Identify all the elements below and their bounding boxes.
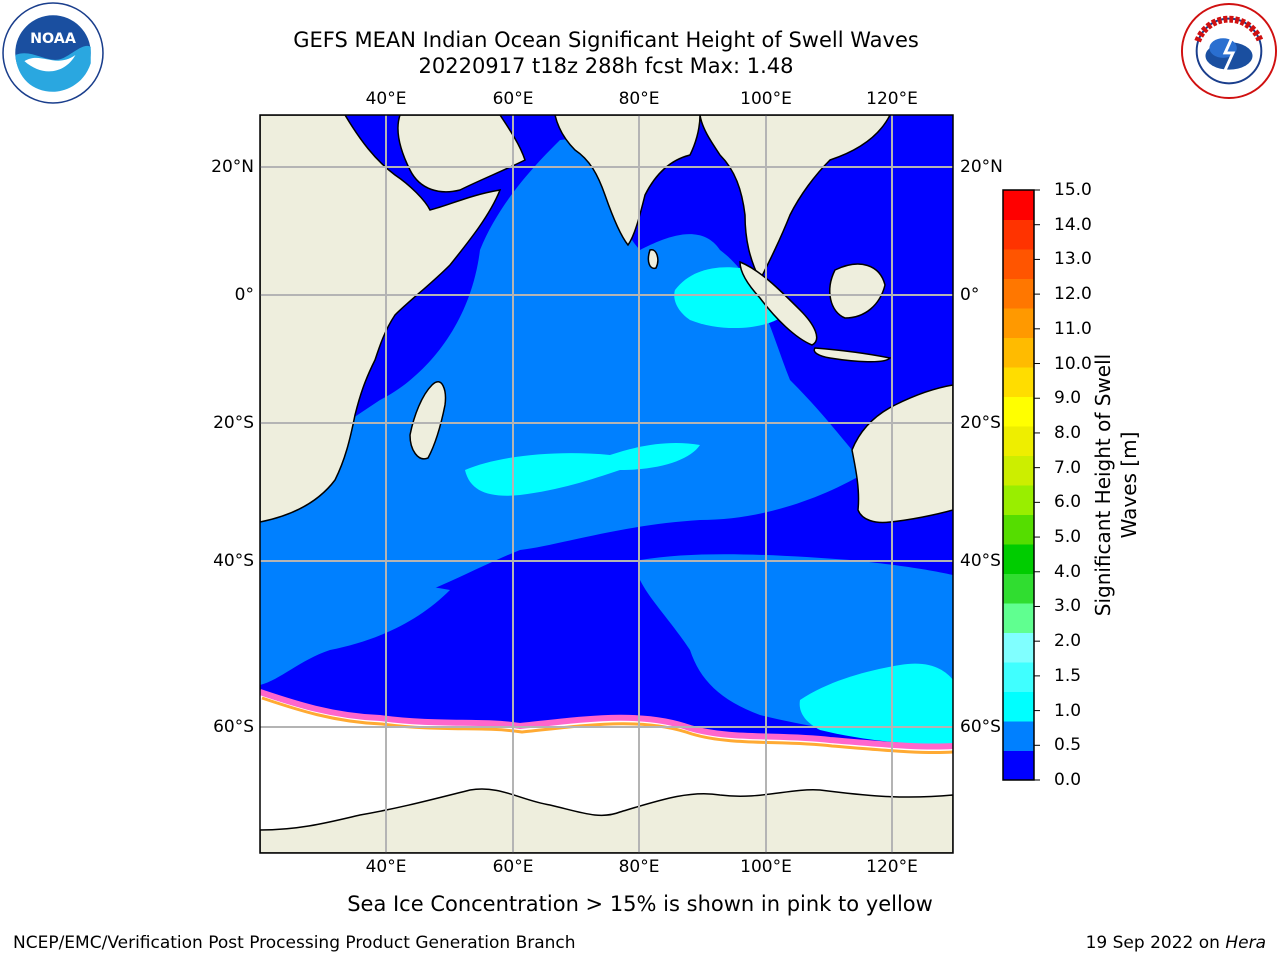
sea-ice-edge-pink — [260, 689, 953, 750]
lat-label-left-5: 60°S — [213, 717, 254, 737]
lon-label-bottom-3: 80°E — [618, 857, 660, 877]
colorbar-swatch-18 — [1003, 249, 1034, 279]
colorbar-label: Significant Height of Swell Waves [m] — [1091, 353, 1141, 617]
colorbar-tick-label-16: 13.0 — [1054, 249, 1092, 270]
colorbar-tick-label-10: 7.0 — [1054, 457, 1082, 478]
colorbar-swatch-9 — [1003, 514, 1034, 545]
colorbar-tick-label-8: 5.0 — [1054, 527, 1082, 548]
noaa-logo-text: NOAA — [30, 31, 76, 47]
colorbar-tick-label-18: 15.0 — [1054, 180, 1092, 200]
lat-label-right-4: 40°S — [960, 551, 1001, 571]
colorbar-swatch-8 — [1003, 544, 1034, 574]
colorbar-swatch-16 — [1003, 308, 1034, 338]
map-border — [259, 114, 954, 854]
colorbar-swatch-20 — [1003, 190, 1034, 220]
colorbar-swatch-1 — [1003, 750, 1034, 781]
colorbar-swatch-3 — [1003, 691, 1034, 722]
colorbar-swatch-4 — [1003, 662, 1034, 692]
map-title: GEFS MEAN Indian Ocean Significant Heigh… — [293, 28, 919, 52]
colorbar-swatch-19 — [1003, 219, 1034, 250]
colorbar-tick-label-5: 2.0 — [1054, 631, 1082, 652]
lat-label-right-1: 20°N — [960, 157, 1003, 177]
nws-logo — [1180, 2, 1278, 100]
lat-label-right-3: 20°S — [960, 413, 1001, 433]
colorbar-swatch-13 — [1003, 396, 1034, 427]
colorbar-swatch-12 — [1003, 426, 1034, 456]
sri-lanka-land — [647, 249, 659, 270]
colorbar-tick-label-13: 10.0 — [1054, 353, 1092, 374]
africa-land — [260, 115, 502, 523]
colorbar-swatch-17 — [1003, 278, 1034, 309]
colorbar-tick-label-17: 14.0 — [1054, 214, 1092, 235]
madagascar-land — [409, 381, 447, 460]
colorbar-swatch-14 — [1003, 367, 1034, 397]
lon-label-top-2: 60°E — [492, 89, 534, 109]
footer-host: Hera — [1225, 933, 1266, 953]
footer-branch: NCEP/EMC/Verification Post Processing Pr… — [13, 933, 576, 953]
colorbar-swatch-10 — [1003, 485, 1034, 515]
colorbar-swatch-5 — [1003, 632, 1034, 663]
footer-date-text: 19 Sep 2022 on — [1085, 933, 1226, 953]
lat-label-right-5: 60°S — [960, 717, 1001, 737]
india-land — [554, 115, 701, 247]
lat-label-left-4: 40°S — [213, 551, 254, 571]
lat-label-left-3: 20°S — [213, 413, 254, 433]
lon-label-top-4: 100°E — [740, 89, 792, 109]
sea-ice-edge-orange — [261, 696, 953, 755]
lon-label-bottom-5: 120°E — [866, 857, 918, 877]
colorbar-tick-label-9: 6.0 — [1054, 492, 1082, 513]
lon-label-bottom-4: 100°E — [740, 857, 792, 877]
colorbar-swatch-2 — [1003, 721, 1034, 751]
australia-land — [851, 384, 953, 524]
lon-label-top-3: 80°E — [618, 89, 660, 109]
map-layers — [260, 115, 953, 853]
colorbar-swatch-11 — [1003, 455, 1034, 486]
footer-date: 19 Sep 2022 on Hera — [1086, 932, 1266, 954]
swell-zone-0-5 — [260, 135, 870, 640]
lon-label-bottom-2: 60°E — [492, 857, 534, 877]
sumatra-land — [739, 260, 818, 346]
colorbar-tick-label-15: 12.0 — [1054, 284, 1092, 305]
colorbar-tick-label-12: 9.0 — [1054, 388, 1082, 409]
lat-label-left-1: 20°N — [211, 157, 254, 177]
colorbar-tick-label-4: 1.5 — [1054, 665, 1082, 686]
arabia-land — [397, 115, 526, 193]
antarctica-land — [260, 788, 953, 853]
borneo-land — [829, 263, 886, 319]
colorbar-swatch-15 — [1003, 337, 1034, 368]
lat-label-right-2: 0° — [960, 285, 980, 305]
sea-ice-caption: Sea Ice Concentration > 15% is shown in … — [347, 892, 933, 916]
colorbar-swatch-7 — [1003, 573, 1034, 604]
java-land — [813, 347, 892, 363]
lon-label-top-5: 120°E — [866, 89, 918, 109]
colorbar-tick-label-7: 4.0 — [1054, 561, 1082, 582]
map-subtitle: 20220917 t18z 288h fcst Max: 1.48 — [418, 54, 794, 78]
colorbar-tick-label-1: 0.0 — [1054, 770, 1082, 790]
colorbar-tick-label-14: 11.0 — [1054, 318, 1092, 339]
lat-label-left-2: 0° — [234, 285, 254, 305]
swell-patch-southeast — [799, 663, 953, 745]
colorbar-tick-label-6: 3.0 — [1054, 596, 1082, 617]
colorbar-tick-label-11: 8.0 — [1054, 422, 1082, 443]
swell-patch-south-central — [465, 443, 700, 496]
noaa-logo: NOAA — [2, 2, 104, 104]
colorbar-border — [1002, 189, 1035, 781]
colorbar-tick-label-3: 1.0 — [1054, 700, 1082, 721]
lon-label-top-1: 40°E — [365, 89, 407, 109]
colorbar-swatch-6 — [1003, 603, 1034, 633]
colorbar-tick-label-2: 0.5 — [1054, 735, 1082, 756]
swell-zone-0-5-west — [260, 583, 450, 685]
lon-label-bottom-1: 40°E — [365, 857, 407, 877]
